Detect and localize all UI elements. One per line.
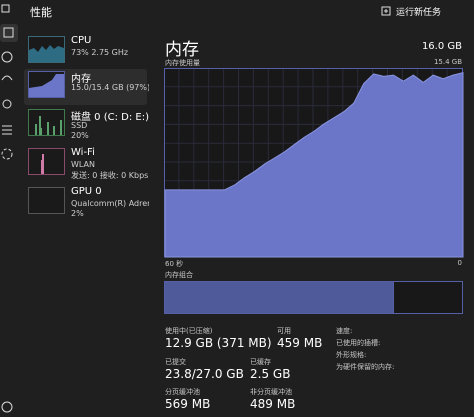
detail-label: 外形规格: xyxy=(336,351,367,359)
sidebar-item-detail: 73% 2.75 GHz xyxy=(71,48,129,57)
sidebar-item-detail: 15.0/15.4 GB (97%) xyxy=(71,83,149,92)
time-right: 0 xyxy=(457,259,462,267)
stat-label: 使用中(已压缩) xyxy=(165,327,213,335)
history-icon[interactable] xyxy=(1,51,13,63)
details-icon[interactable] xyxy=(2,125,12,135)
stat-label: 非分页缓冲池 xyxy=(250,388,292,396)
stat-value: 569 MB xyxy=(165,397,211,411)
stat-label: 已缓存 xyxy=(250,358,271,366)
stat-label: 可用 xyxy=(277,327,291,335)
sidebar-item-detail: 发送: 0 接收: 0 Kbps xyxy=(71,171,149,180)
time-left: 60 秒 xyxy=(165,260,184,268)
settings-icon[interactable] xyxy=(1,401,13,413)
composition-bar xyxy=(164,281,463,314)
perf-icon-bg[interactable] xyxy=(0,24,18,42)
sidebar-item-detail: SSD xyxy=(71,121,88,130)
stat-label: 分页缓冲池 xyxy=(165,388,200,396)
sidebar-item-detail: 20% xyxy=(71,131,89,140)
sidebar-item-name[interactable]: 磁盘 0 (C: D: E:) xyxy=(71,112,149,123)
stat-value: 489 MB xyxy=(250,397,296,411)
run-task-button[interactable]: 运行新任务 xyxy=(396,8,442,18)
thumbnails xyxy=(28,36,65,214)
stat-label: 已提交 xyxy=(165,358,186,366)
sidebar-item-detail: WLAN xyxy=(71,160,96,169)
memory-usage-area xyxy=(164,72,464,258)
sidebar-item-name[interactable]: Wi-Fi xyxy=(71,147,95,158)
usage-label: 内存使用量 xyxy=(165,59,200,67)
sidebar-item-detail: Qualcomm(R) Adreno xyxy=(71,199,149,208)
usage-max: 15.4 GB xyxy=(433,58,462,66)
composition-label: 内存组合 xyxy=(165,271,193,279)
users-icon[interactable] xyxy=(2,99,12,109)
startup-icon[interactable] xyxy=(1,75,13,81)
detail-label: 为硬件保留的内存: xyxy=(336,363,395,371)
detail-label: 已使用的插槽: xyxy=(336,339,381,347)
sidebar-item-detail: 2% xyxy=(71,209,84,218)
page-title: 性能 xyxy=(30,6,52,19)
detail-label: 速度: xyxy=(336,327,353,335)
memory-graph xyxy=(164,68,464,258)
stat-value: 459 MB xyxy=(277,336,323,350)
stat-value: 23.8/27.0 GB xyxy=(165,367,244,381)
stat-value: 2.5 GB xyxy=(250,367,291,381)
stat-value: 12.9 GB (371 MB) xyxy=(165,336,272,350)
sidebar-item-name[interactable]: CPU xyxy=(71,35,92,46)
sidebar-item-name[interactable]: GPU 0 xyxy=(71,186,102,197)
services-icon[interactable] xyxy=(1,148,13,160)
main-title: 内存 xyxy=(165,40,199,60)
nav-strip xyxy=(0,0,20,417)
total-memory: 16.0 GB xyxy=(421,41,462,52)
menu-icon[interactable] xyxy=(1,4,10,13)
sidebar-item-name[interactable]: 内存 xyxy=(71,74,91,85)
run-task-icon xyxy=(381,6,391,16)
